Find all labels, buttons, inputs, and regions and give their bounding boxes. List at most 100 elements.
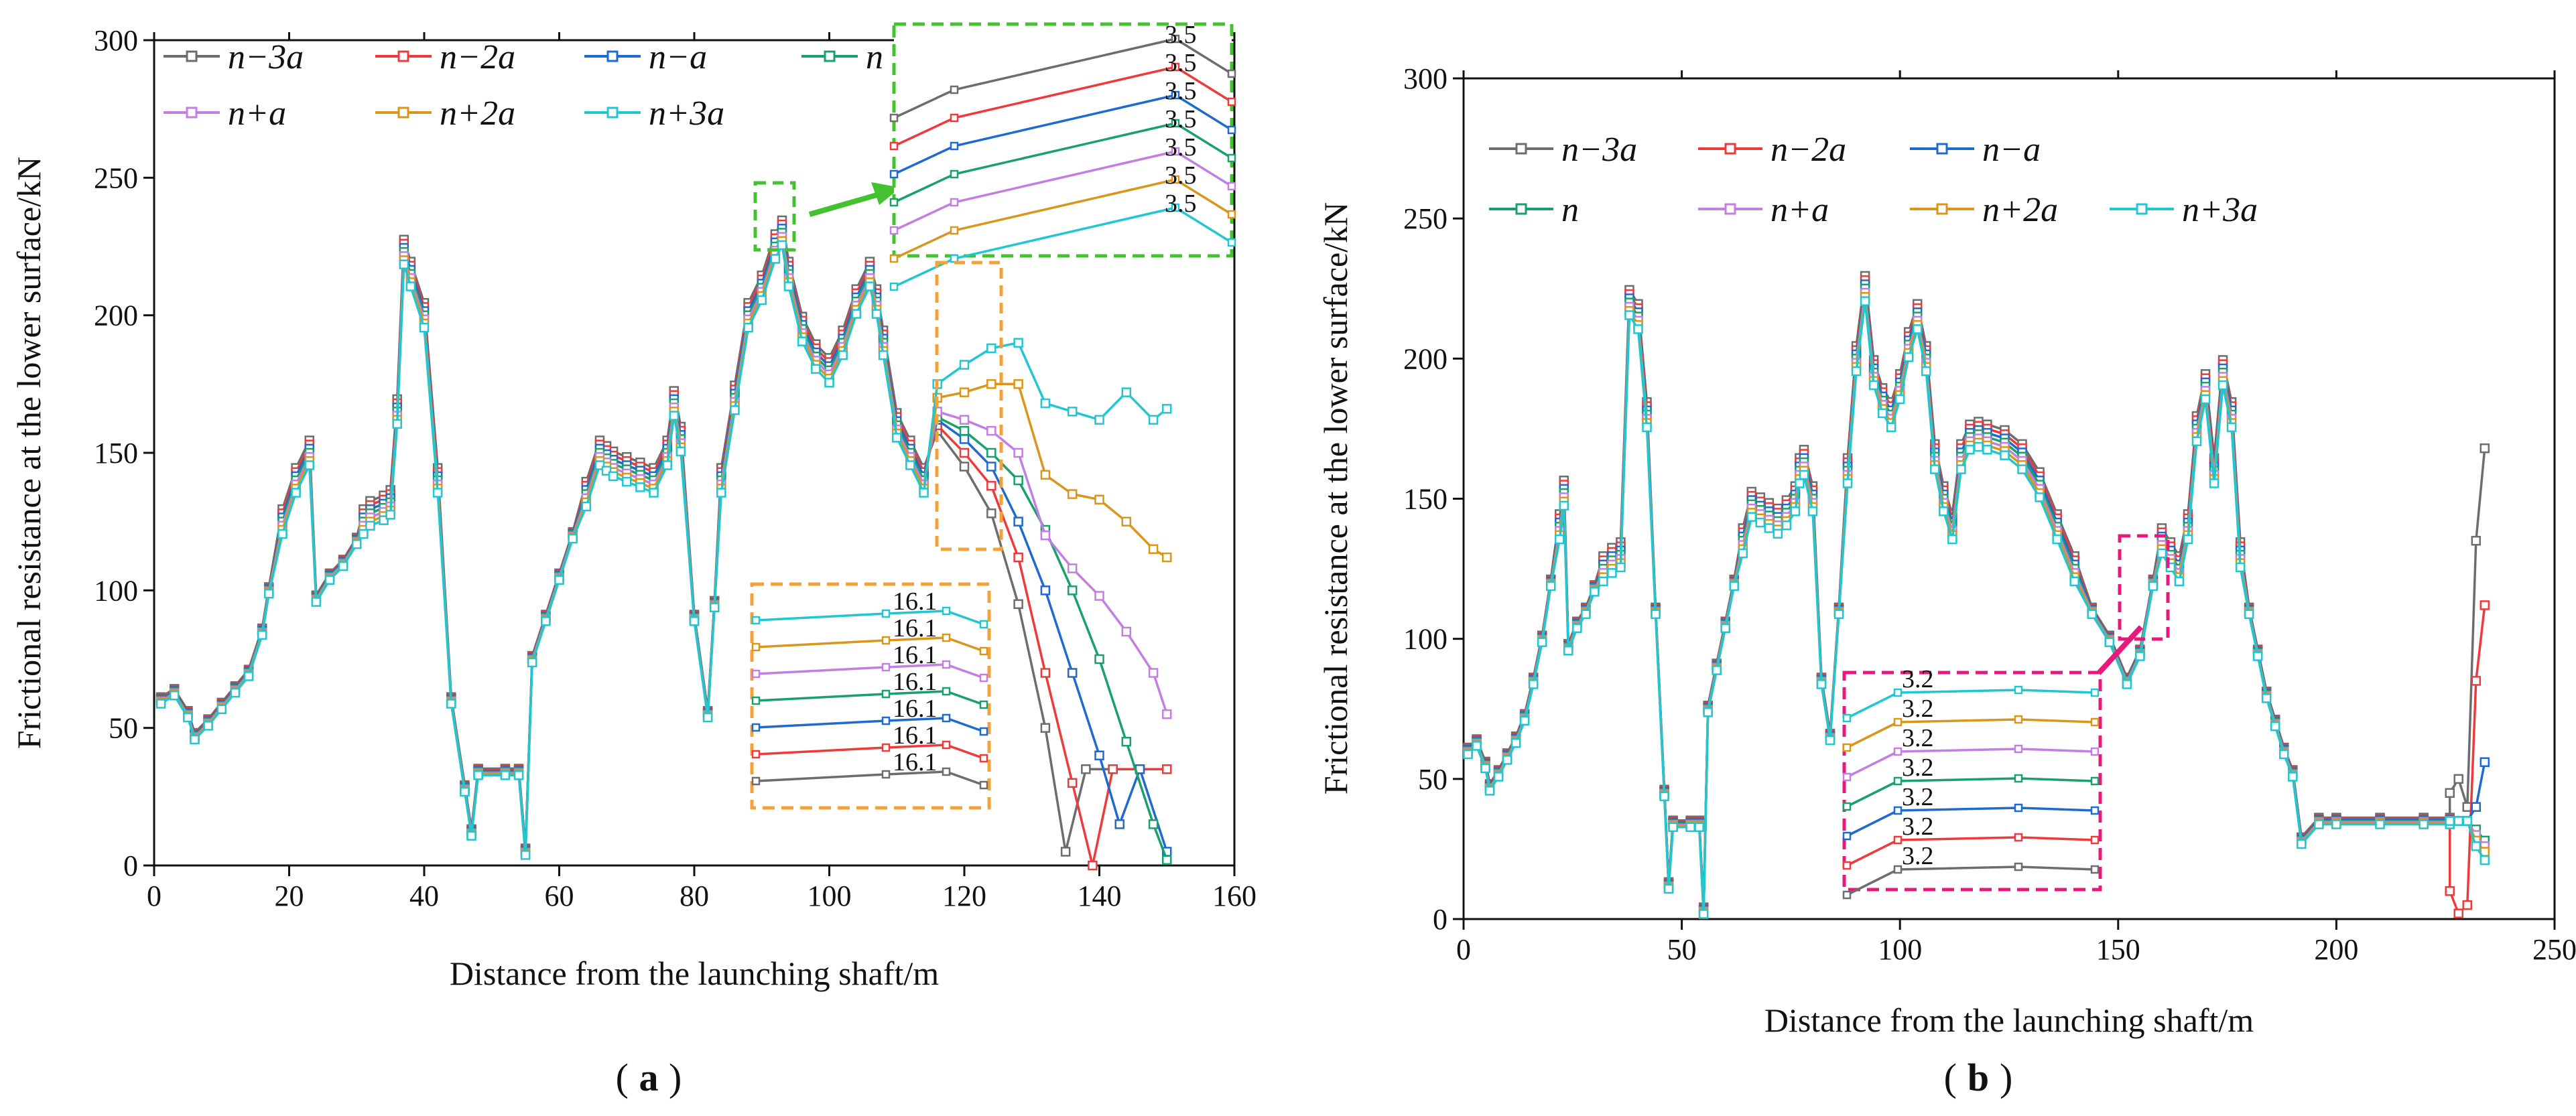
data-point	[1013, 599, 1023, 610]
data-point	[1162, 552, 1172, 563]
data-point	[1040, 470, 1051, 480]
data-point	[277, 529, 287, 539]
inset-series: 3.5	[889, 21, 1236, 123]
data-point	[1472, 741, 1482, 751]
inset-series: 3.2	[1842, 754, 2100, 811]
data-point	[2288, 772, 2298, 782]
inset-point	[950, 85, 959, 94]
legend-entry: n	[801, 38, 883, 76]
legend-swatch-marker	[186, 107, 198, 119]
inset-point	[751, 642, 761, 652]
data-point	[2480, 600, 2490, 610]
inset-point	[881, 609, 891, 618]
data-point	[527, 657, 537, 668]
data-point	[1094, 750, 1104, 760]
inset-series: 3.2	[1842, 665, 2100, 723]
inset-point	[2014, 744, 2023, 754]
series-group-a	[155, 215, 1172, 871]
data-point	[2087, 609, 2097, 620]
data-point	[1947, 534, 1957, 545]
inset-line	[755, 610, 984, 626]
y-tick-label: 0	[1433, 903, 1447, 936]
inset-point	[950, 141, 959, 151]
legend-entry: n+3a	[2110, 191, 2258, 229]
data-point	[1833, 609, 1844, 620]
inset-line	[893, 122, 1232, 204]
inset-point	[979, 646, 988, 656]
data-point	[1930, 464, 1940, 474]
data-point	[2297, 839, 2307, 849]
data-point	[905, 460, 915, 470]
inset-annotation: 3.2	[1902, 754, 1934, 782]
y-tick-label: 100	[94, 574, 138, 607]
data-point	[1581, 609, 1591, 620]
inset-annotation: 16.1	[893, 614, 938, 642]
inset-line	[893, 94, 1232, 176]
data-point	[264, 589, 274, 599]
data-point	[1642, 422, 1652, 433]
data-point	[851, 309, 862, 319]
data-point	[513, 770, 524, 780]
data-point	[2453, 774, 2463, 784]
data-point	[608, 471, 619, 482]
data-point	[1851, 366, 1862, 376]
data-point	[1067, 489, 1078, 499]
series-b-6	[1463, 296, 2490, 919]
y-tick-label: 300	[1403, 62, 1447, 95]
data-point	[1668, 822, 1678, 833]
legend-swatch-marker	[1936, 203, 1948, 215]
data-point	[1040, 668, 1051, 678]
inset-point	[1227, 210, 1236, 219]
data-point	[1633, 324, 1643, 334]
data-point	[1738, 548, 1748, 559]
data-point	[1502, 755, 1512, 765]
data-point	[871, 309, 882, 319]
data-point	[878, 350, 889, 360]
data-point	[1040, 530, 1051, 541]
inset-point	[950, 198, 959, 207]
data-point	[1590, 587, 1600, 597]
inset-lines-a-orange: 16.116.116.116.116.116.116.1	[751, 587, 988, 790]
y-tick-label: 200	[94, 299, 138, 332]
legend-swatch-marker	[606, 50, 619, 62]
data-point	[1974, 441, 1984, 452]
data-point	[2471, 841, 2482, 851]
inset-point	[889, 169, 899, 179]
data-point	[311, 597, 322, 607]
legend-label: n+a	[228, 94, 286, 133]
data-point	[1162, 404, 1172, 414]
data-point	[1081, 764, 1091, 774]
data-point	[1013, 552, 1023, 563]
data-point	[2471, 802, 2482, 812]
data-point	[1842, 478, 1853, 488]
x-tick-label: 50	[1667, 933, 1697, 966]
x-tick-label: 0	[1456, 933, 1471, 966]
data-point	[1148, 819, 1159, 829]
data-point	[1013, 379, 1023, 389]
data-point	[216, 704, 227, 714]
data-point	[1067, 668, 1078, 678]
data-point	[1094, 591, 1104, 601]
data-point	[716, 488, 726, 498]
data-point	[446, 699, 456, 709]
inset-line	[1846, 777, 2096, 808]
inset-point	[950, 226, 959, 235]
inset-series: 3.5	[889, 49, 1236, 151]
panel-a: 0 20 40 60 80 100 120 140 160050100150200250300 …	[10, 21, 1257, 1099]
data-point	[1121, 516, 1132, 527]
x-tick-label: 100	[808, 880, 852, 912]
x-tick-label: 20	[275, 880, 304, 912]
data-point	[385, 510, 395, 520]
inset-point	[889, 198, 899, 207]
data-point	[1013, 475, 1023, 486]
inset-point	[889, 226, 899, 235]
inset-point	[942, 660, 951, 669]
legend-label: n+3a	[649, 94, 724, 133]
data-point	[959, 434, 970, 444]
inset-line	[1846, 836, 2096, 867]
data-point	[2261, 693, 2272, 703]
inset-point	[751, 696, 761, 705]
y-tick-label: 50	[1418, 763, 1447, 796]
inset-series: 16.1	[751, 695, 988, 736]
data-point	[190, 734, 200, 745]
